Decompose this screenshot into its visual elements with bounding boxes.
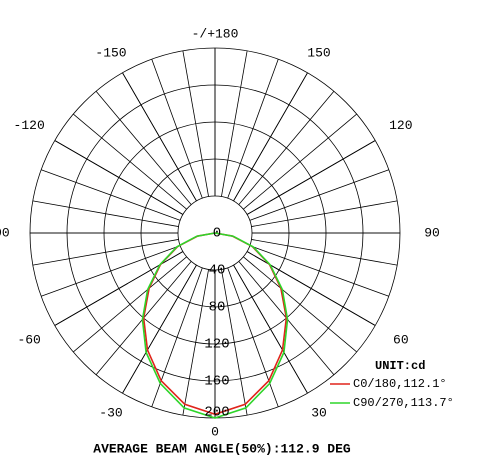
- r-tick-label: 40: [209, 263, 226, 279]
- theta-tick-label: 90: [424, 225, 440, 240]
- legend-label: C0/180,112.1°: [353, 377, 447, 391]
- legend-label: C90/270,113.7°: [353, 396, 454, 410]
- theta-tick-label: -150: [95, 45, 126, 60]
- theta-grid-line: [246, 251, 376, 326]
- theta-tick-label: -/+180: [192, 26, 239, 41]
- theta-tick-label: 30: [311, 406, 327, 421]
- theta-tick-label: 0: [211, 424, 219, 439]
- theta-tick-label: -90: [0, 225, 10, 240]
- theta-tick-label: 120: [389, 118, 412, 133]
- r-tick-label: 120: [204, 337, 229, 353]
- series-line: [141, 232, 289, 419]
- r-tick-label: 0: [213, 226, 221, 242]
- unit-label: UNIT:cd: [375, 359, 425, 373]
- footer: AVERAGE BEAM ANGLE(50%):112.9 DEG: [93, 441, 351, 456]
- r-tick-label: 160: [204, 374, 229, 390]
- theta-grid-line: [246, 140, 376, 215]
- theta-grid-line: [233, 264, 308, 394]
- r-tick-label: 80: [209, 300, 226, 316]
- theta-grid-line: [54, 140, 184, 215]
- theta-grid-line: [233, 72, 308, 202]
- theta-tick-label: 60: [393, 333, 409, 348]
- r-tick-label: 200: [204, 405, 229, 421]
- theta-grid-line: [54, 251, 184, 326]
- theta-grid-line: [122, 72, 197, 202]
- theta-tick-label: -120: [14, 118, 45, 133]
- theta-grid-line: [122, 264, 197, 394]
- theta-tick-label: -30: [99, 406, 122, 421]
- theta-tick-label: 150: [307, 45, 330, 60]
- theta-tick-label: -60: [17, 333, 40, 348]
